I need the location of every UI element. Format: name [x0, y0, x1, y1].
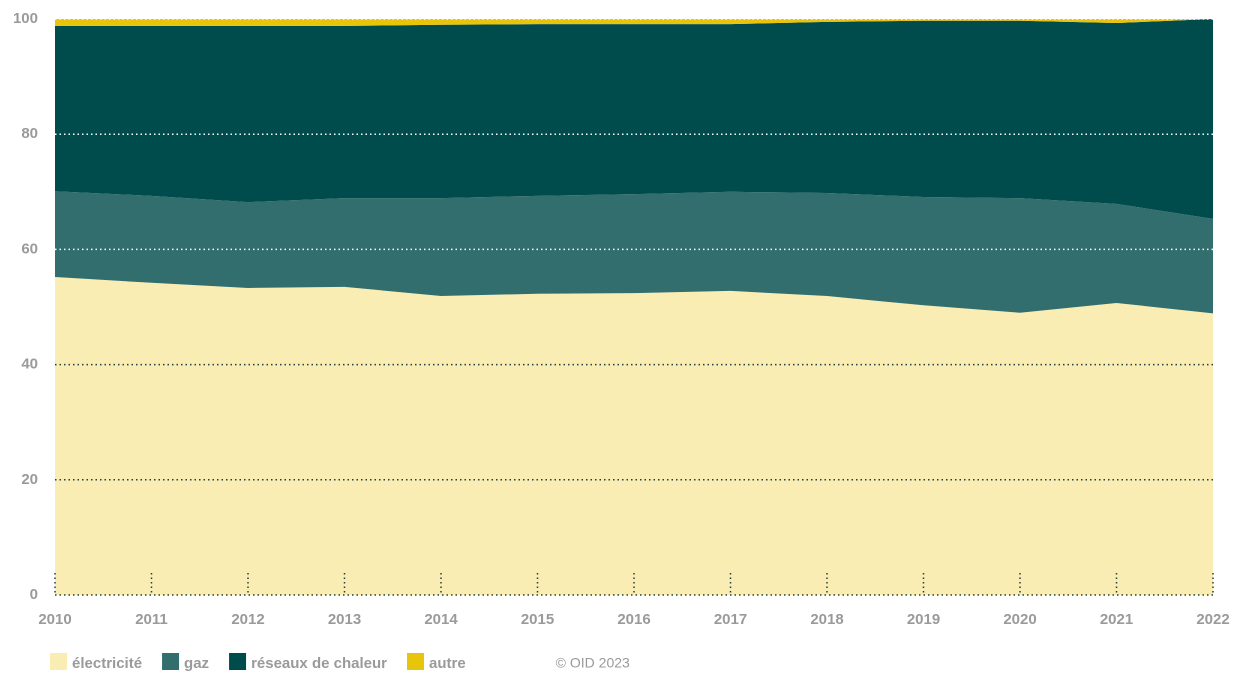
x-tick-label: 2022 — [1196, 611, 1229, 628]
area — [55, 19, 1213, 219]
area — [55, 19, 1213, 26]
y-tick-label: 0 — [30, 586, 38, 603]
legend-label: électricité — [72, 655, 142, 672]
x-tick-label: 2011 — [135, 611, 168, 628]
x-tick-label: 2015 — [521, 611, 554, 628]
x-tick-label: 2010 — [38, 611, 71, 628]
legend-swatch — [50, 653, 67, 670]
x-tick-label: 2013 — [328, 611, 361, 628]
legend-label: autre — [429, 655, 466, 672]
x-tick-label: 2014 — [424, 611, 458, 628]
x-tick-label: 2019 — [907, 611, 940, 628]
legend-swatch — [162, 653, 180, 670]
legend-label: réseaux de chaleur — [251, 655, 387, 672]
area — [55, 277, 1213, 595]
x-tick-label: 2017 — [714, 611, 747, 628]
x-tick-label: 2020 — [1003, 611, 1036, 628]
area — [55, 191, 1213, 314]
y-tick-label: 100 — [13, 10, 38, 27]
x-tick-label: 2016 — [617, 611, 650, 628]
x-tick-label: 2021 — [1100, 611, 1133, 628]
legend-swatch — [229, 653, 247, 670]
legend-swatch — [406, 653, 424, 670]
legend-label: gaz — [184, 655, 209, 672]
credit: © OID 2023 — [556, 655, 630, 671]
y-tick-label: 20 — [21, 471, 38, 488]
x-tick-label: 2012 — [231, 611, 264, 628]
x-tick-label: 2018 — [810, 611, 843, 628]
y-tick-label: 40 — [21, 356, 38, 373]
y-tick-label: 80 — [21, 125, 38, 142]
y-tick-label: 60 — [21, 240, 38, 257]
